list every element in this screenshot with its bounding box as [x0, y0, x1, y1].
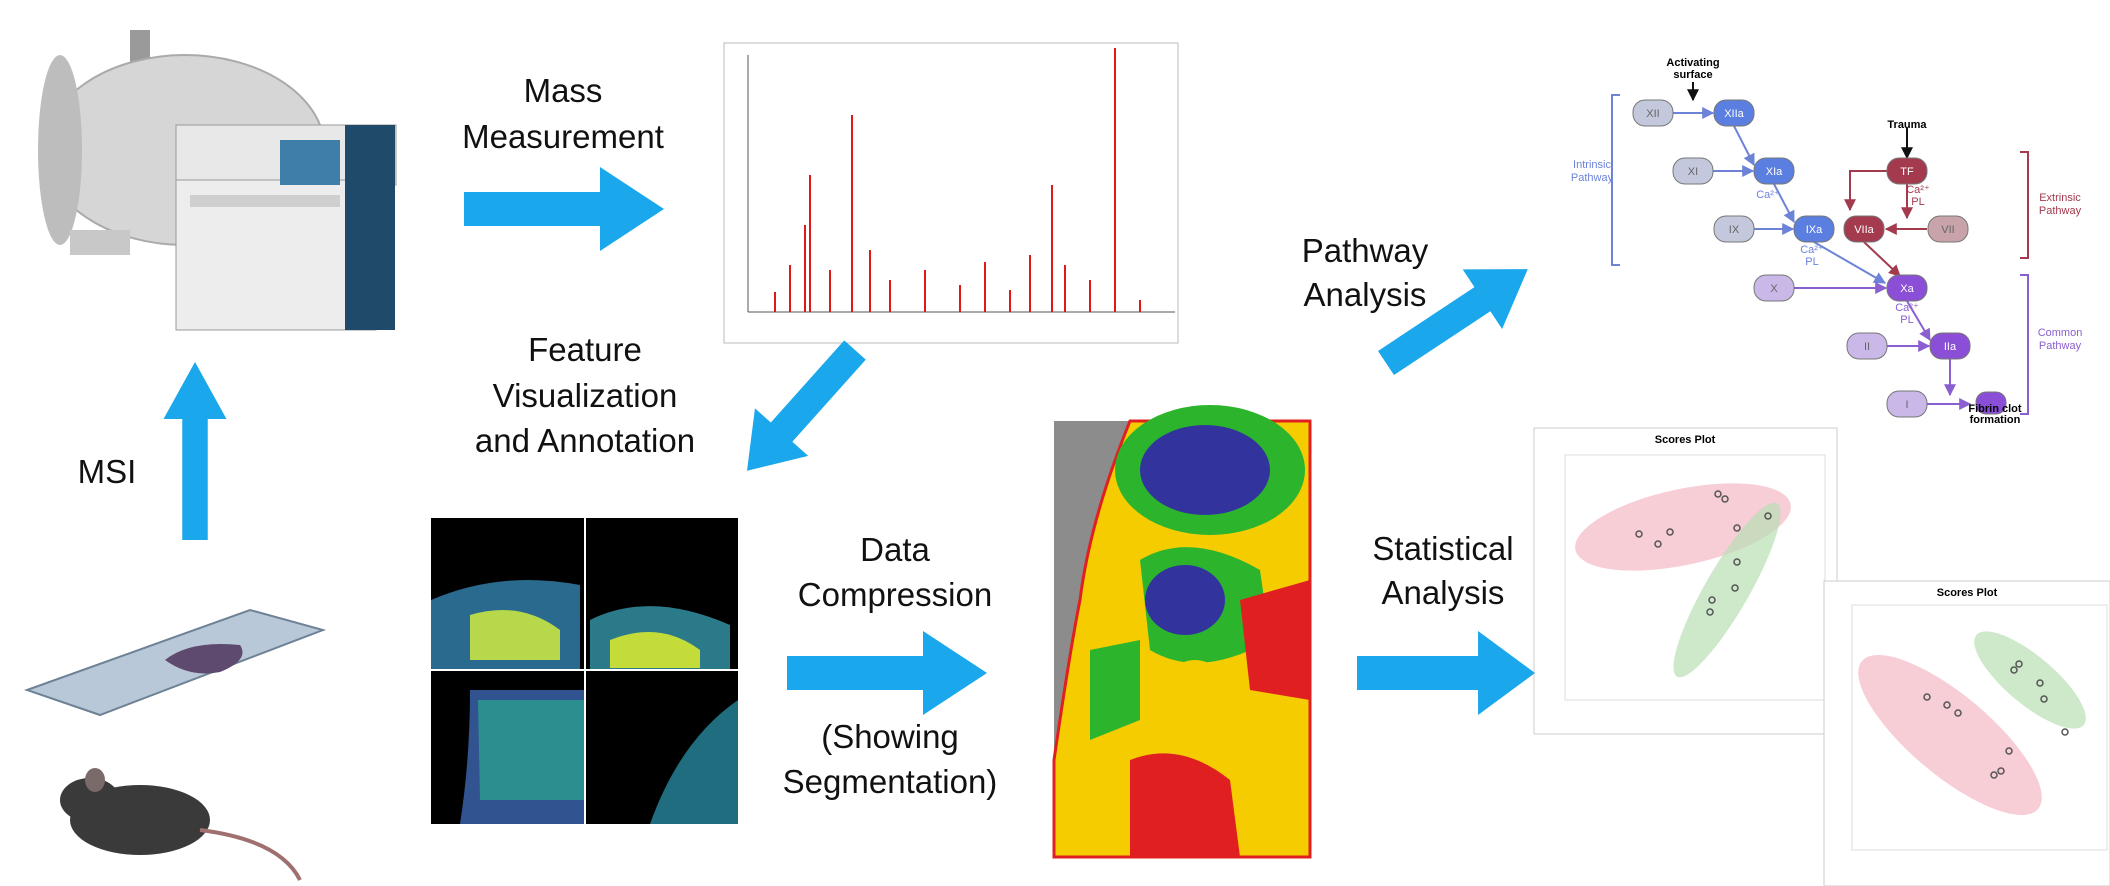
- label: and Annotation: [475, 422, 695, 459]
- node-label: TF: [1900, 166, 1914, 178]
- label: Ca²⁺: [1756, 189, 1780, 201]
- label: MSI: [78, 453, 137, 490]
- shape: [1850, 171, 1887, 210]
- label: Data: [860, 531, 930, 568]
- mass-spectrometer: [38, 30, 396, 330]
- label: Segmentation): [783, 763, 998, 800]
- scores-plot: [1824, 581, 2110, 886]
- arrow: [720, 326, 881, 494]
- label: Trauma: [1887, 119, 1927, 131]
- label: Activating: [1666, 57, 1719, 69]
- shape: [1864, 242, 1900, 276]
- label: Pathway: [2039, 340, 2082, 352]
- label: Ca²⁺: [1800, 244, 1824, 256]
- label: Analysis: [1304, 276, 1427, 313]
- segmentation-map: [1054, 405, 1310, 857]
- shape: [2020, 152, 2028, 258]
- node-label: XII: [1646, 108, 1659, 120]
- shape: [345, 125, 395, 330]
- shape: [70, 230, 130, 255]
- arrow: [787, 631, 987, 715]
- label: (Showing: [821, 718, 959, 755]
- label: Statistical: [1372, 530, 1513, 567]
- scores-plot: [1534, 428, 1837, 734]
- plot-title: Scores Plot: [1655, 434, 1716, 446]
- shape: [2020, 275, 2028, 414]
- shape: [724, 43, 1178, 343]
- node-label: X: [1770, 283, 1778, 295]
- shape: [1140, 425, 1270, 515]
- plot-title: Scores Plot: [1937, 587, 1998, 599]
- node-label: IXa: [1806, 224, 1823, 236]
- node-label: II: [1864, 341, 1870, 353]
- label: Analysis: [1382, 574, 1505, 611]
- shape: [1145, 565, 1225, 635]
- label: Pathway: [1571, 172, 1614, 184]
- shape: [1240, 580, 1310, 700]
- shape: [200, 830, 300, 880]
- label: PL: [1805, 256, 1818, 268]
- shape: [38, 55, 82, 245]
- arrow: [164, 362, 227, 540]
- label: Ca²⁺: [1906, 184, 1930, 196]
- node-label: I: [1905, 399, 1908, 411]
- shape: [1165, 660, 1225, 720]
- shape: [280, 140, 340, 185]
- shape: [1814, 242, 1885, 283]
- shape: [478, 700, 585, 800]
- label: Ca²⁺: [1895, 302, 1919, 314]
- node-label: IX: [1729, 224, 1740, 236]
- node-label: XIIa: [1724, 108, 1744, 120]
- node-label: XIa: [1766, 166, 1783, 178]
- slide-and-mouse: [27, 610, 323, 880]
- msi-images: [431, 518, 738, 824]
- label: Feature: [528, 331, 642, 368]
- node-label: Xa: [1900, 283, 1914, 295]
- workflow-diagram: XIIXIIaXIXIaIXIXaVIIaVIITFXXaIIIIaIFibri…: [0, 0, 2110, 886]
- label: Extrinsic: [2039, 192, 2081, 204]
- node-label: VII: [1941, 224, 1954, 236]
- shape: [85, 768, 105, 792]
- node-label: IIa: [1944, 341, 1957, 353]
- arrow: [1357, 631, 1535, 715]
- node-label: VIIa: [1854, 224, 1874, 236]
- node-label: XI: [1688, 166, 1698, 178]
- label: Intrinsic: [1573, 159, 1611, 171]
- shape: [190, 195, 340, 207]
- label: Measurement: [462, 118, 664, 155]
- label: Pathway: [1302, 232, 1429, 269]
- label: Compression: [798, 576, 992, 613]
- label: PL: [1900, 314, 1913, 326]
- label: Pathway: [2039, 205, 2082, 217]
- shape: [1734, 126, 1754, 165]
- mass-spectrum: [724, 43, 1178, 343]
- label: surface: [1673, 69, 1712, 81]
- label: PL: [1911, 196, 1924, 208]
- shape: [1612, 95, 1620, 265]
- label: formation: [1970, 414, 2021, 426]
- label: Visualization: [493, 377, 678, 414]
- arrow: [464, 167, 664, 251]
- label: Common: [2038, 327, 2083, 339]
- label: Mass: [524, 72, 603, 109]
